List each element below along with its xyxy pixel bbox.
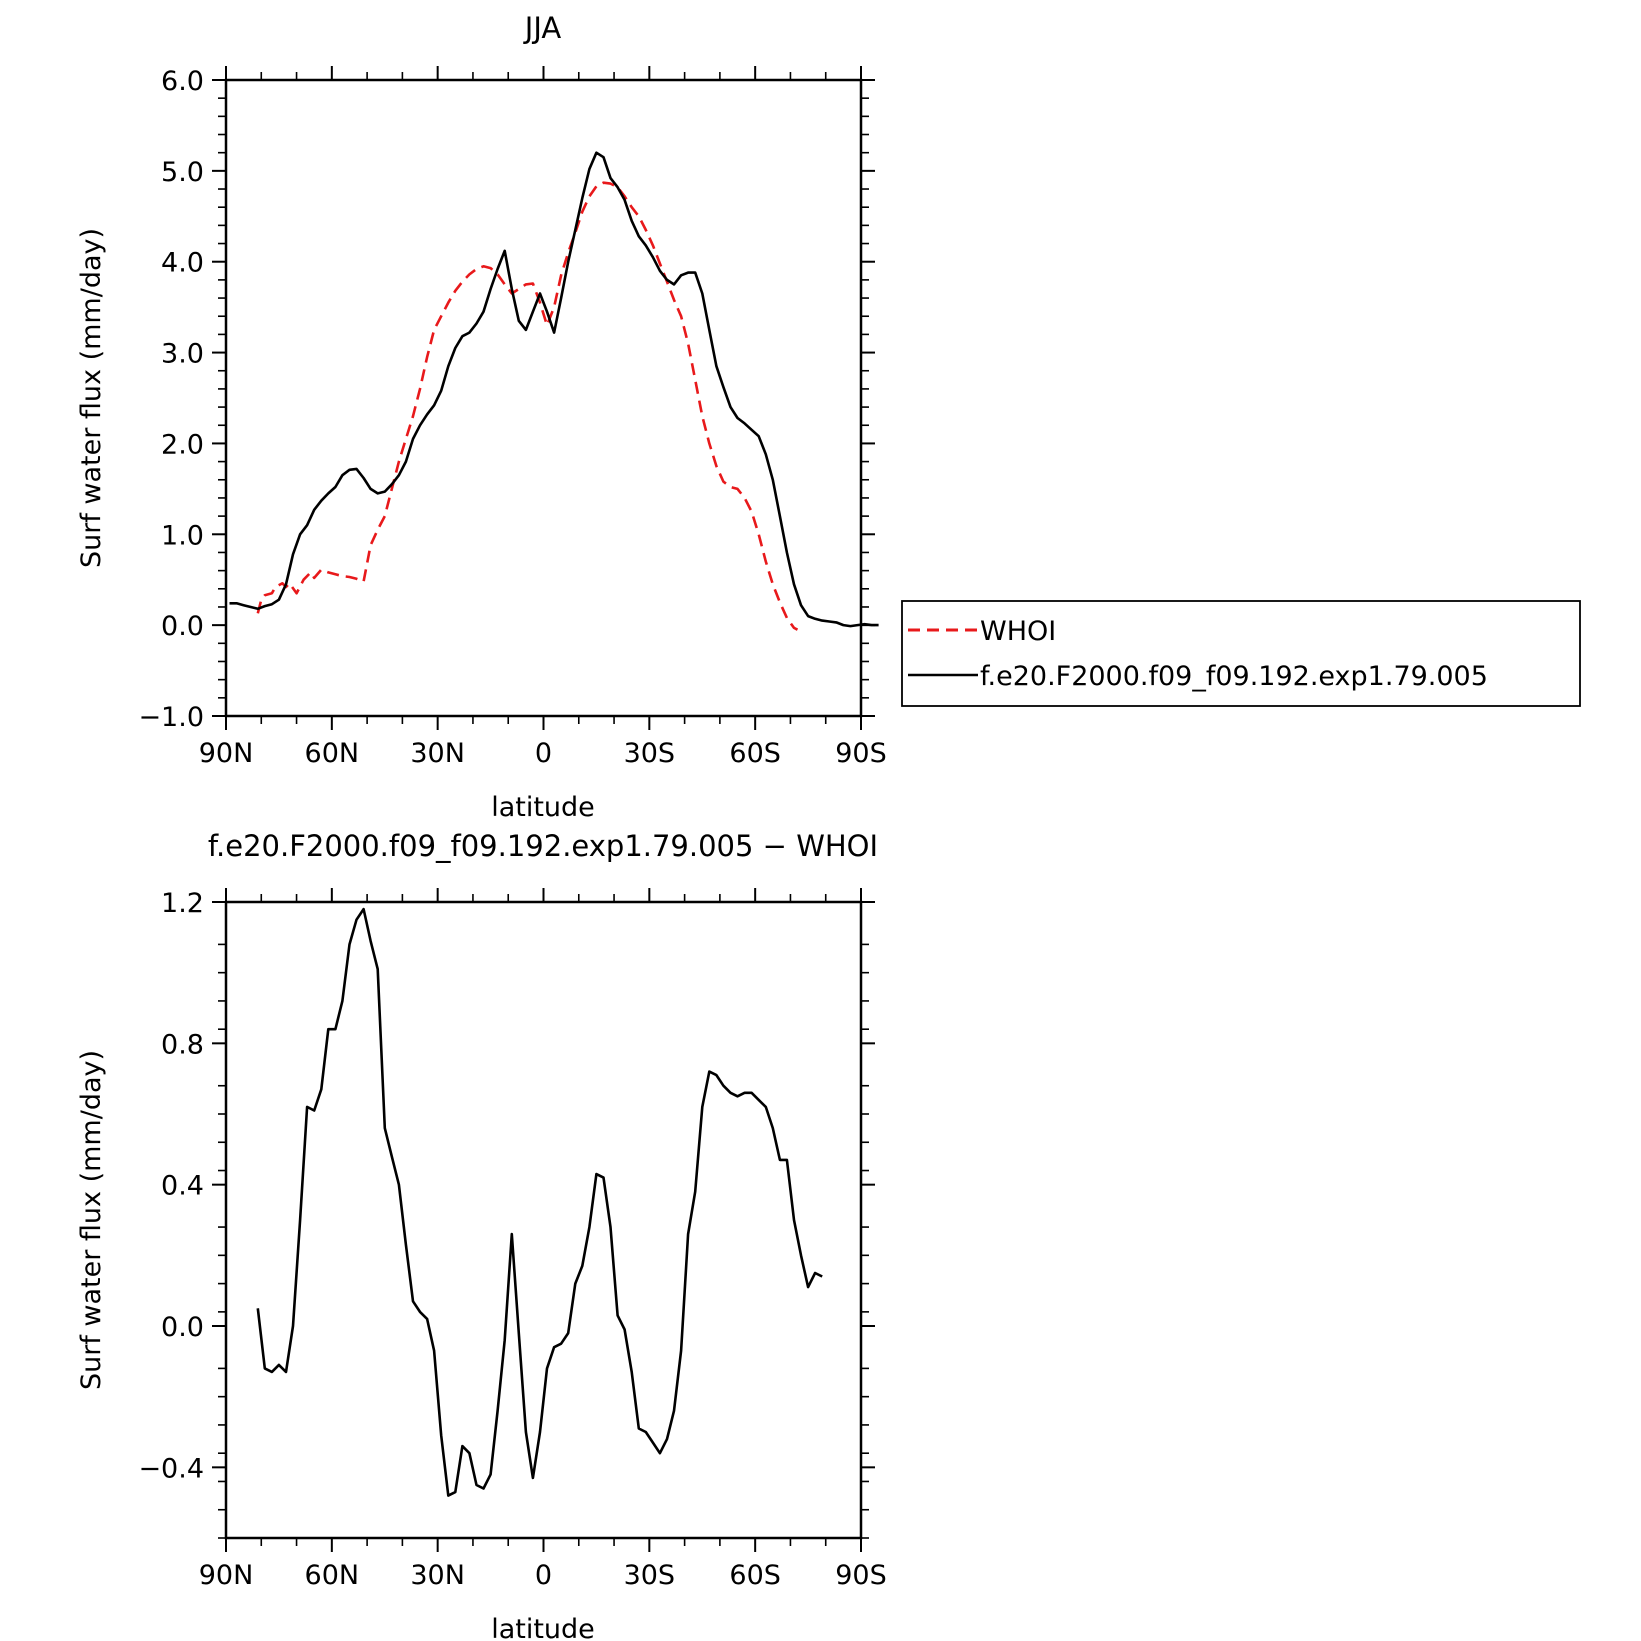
bottom-plot-frame <box>224 900 863 1540</box>
y-tick-label: −0.4 <box>138 1453 204 1484</box>
y-tick-label: 6.0 <box>161 66 204 97</box>
series-line-0 <box>256 181 799 631</box>
x-tick-label: 90N <box>199 1560 254 1591</box>
series-line-1 <box>229 151 879 628</box>
x-tick-label: 60N <box>305 1560 360 1591</box>
series-line-0 <box>256 907 823 1497</box>
x-tick-label: 60N <box>305 738 360 769</box>
top-plot-frame <box>224 78 863 718</box>
top-x-axis-label: latitude <box>491 792 595 823</box>
y-tick-label: 5.0 <box>161 157 204 188</box>
bottom-x-axis-label: latitude <box>491 1614 595 1641</box>
x-tick-label: 30S <box>624 1560 676 1591</box>
x-tick-label: 90S <box>835 1560 887 1591</box>
x-tick-label: 60S <box>729 738 781 769</box>
y-tick-label: 2.0 <box>161 429 204 460</box>
x-tick-label: 0 <box>535 738 552 769</box>
x-tick-label: 0 <box>535 1560 552 1591</box>
top-panel: JJA 90N 60N 30N 0 30S 60S 90S −1.0 0.0 1.0 2.0 3.0 4… <box>76 11 887 823</box>
legend-box <box>901 600 1581 707</box>
y-tick-label: 4.0 <box>161 248 204 279</box>
x-tick-label: 90N <box>199 738 254 769</box>
y-tick-label: 1.0 <box>161 520 204 551</box>
x-tick-label: 30N <box>410 738 465 769</box>
legend-label-whoi: WHOI <box>980 616 1056 647</box>
bottom-chart-title: f.e20.F2000.f09_f09.192.exp1.79.005 − WH… <box>208 829 878 863</box>
y-tick-label: 0.0 <box>161 1312 204 1343</box>
top-chart-ticks: 90N 60N 30N 0 30S 60S 90S −1.0 0.0 1.0 2.0 3.0 4.0 5.… <box>138 66 887 769</box>
bottom-chart-lines <box>256 907 823 1497</box>
y-tick-label: 0.4 <box>161 1171 204 1202</box>
y-tick-label: 0.0 <box>161 611 204 642</box>
legend: WHOI f.e20.F2000.f09_f09.192.exp1.79.005 <box>901 600 1581 707</box>
y-tick-label: 0.8 <box>161 1029 204 1060</box>
x-tick-label: 90S <box>835 738 887 769</box>
top-chart-lines <box>229 151 879 631</box>
top-chart-title: JJA <box>523 11 562 45</box>
bottom-chart-ticks: 90N 60N 30N 0 30S 60S 90S −0.4 0.0 0.4 0.8 1.2 <box>138 888 887 1591</box>
y-tick-label: 1.2 <box>161 888 204 919</box>
x-tick-label: 60S <box>729 1560 781 1591</box>
y-tick-label: −1.0 <box>138 702 204 733</box>
legend-label-model: f.e20.F2000.f09_f09.192.exp1.79.005 <box>980 661 1488 692</box>
top-y-axis-label: Surf water flux (mm/day) <box>76 228 107 568</box>
bottom-panel: f.e20.F2000.f09_f09.192.exp1.79.005 − WH… <box>76 829 887 1641</box>
y-tick-label: 3.0 <box>161 339 204 370</box>
x-tick-label: 30N <box>410 1560 465 1591</box>
bottom-y-axis-label: Surf water flux (mm/day) <box>76 1050 107 1390</box>
x-tick-label: 30S <box>624 738 676 769</box>
